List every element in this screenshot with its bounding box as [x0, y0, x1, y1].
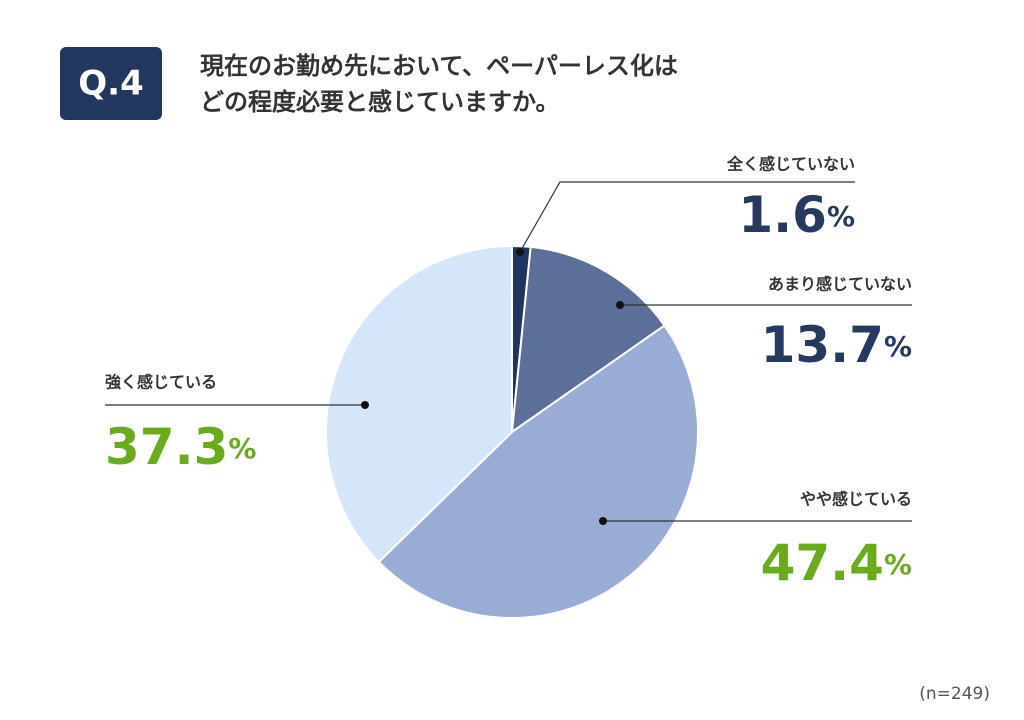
question-label: Q.4: [78, 64, 143, 104]
labels: 全く感じていない 1.6% あまり感じていない 13.7% やや感じている 47.4% 強く…: [105, 155, 912, 592]
note: (n=249): [919, 684, 990, 704]
leader-dot: [616, 301, 624, 309]
value-unit: %: [827, 200, 855, 233]
value-label: 1.6%: [738, 186, 855, 244]
category-label: やや感じている: [800, 490, 912, 509]
value-number: 1.6: [738, 186, 827, 244]
value-label: 13.7%: [761, 316, 912, 374]
category-label: あまり感じていない: [768, 275, 912, 294]
leader-dot: [599, 517, 607, 525]
leader-dot: [516, 248, 524, 256]
leader-line: [519, 181, 855, 253]
pie-slice: [377, 324, 699, 619]
category-label: 全く感じていない: [726, 155, 855, 174]
value-unit: %: [884, 548, 912, 581]
value-unit: %: [228, 432, 256, 465]
leader-dot: [361, 401, 369, 409]
value-label: 37.3%: [105, 418, 256, 476]
pie-slice: [510, 245, 666, 435]
question-badge: [60, 47, 162, 120]
category-label: 強く感じている: [105, 373, 217, 392]
value-unit: %: [884, 330, 912, 363]
value-number: 37.3: [105, 418, 228, 476]
pie-slice: [325, 244, 513, 564]
value-number: 13.7: [761, 316, 884, 374]
pie: [325, 244, 699, 619]
chart-title: どの程度必要と感じていますか。: [200, 88, 560, 116]
chart-title: 現在のお勤め先において、ペーパーレス化は: [200, 52, 678, 80]
value-number: 47.4: [761, 534, 884, 592]
value-label: 47.4%: [761, 534, 912, 592]
